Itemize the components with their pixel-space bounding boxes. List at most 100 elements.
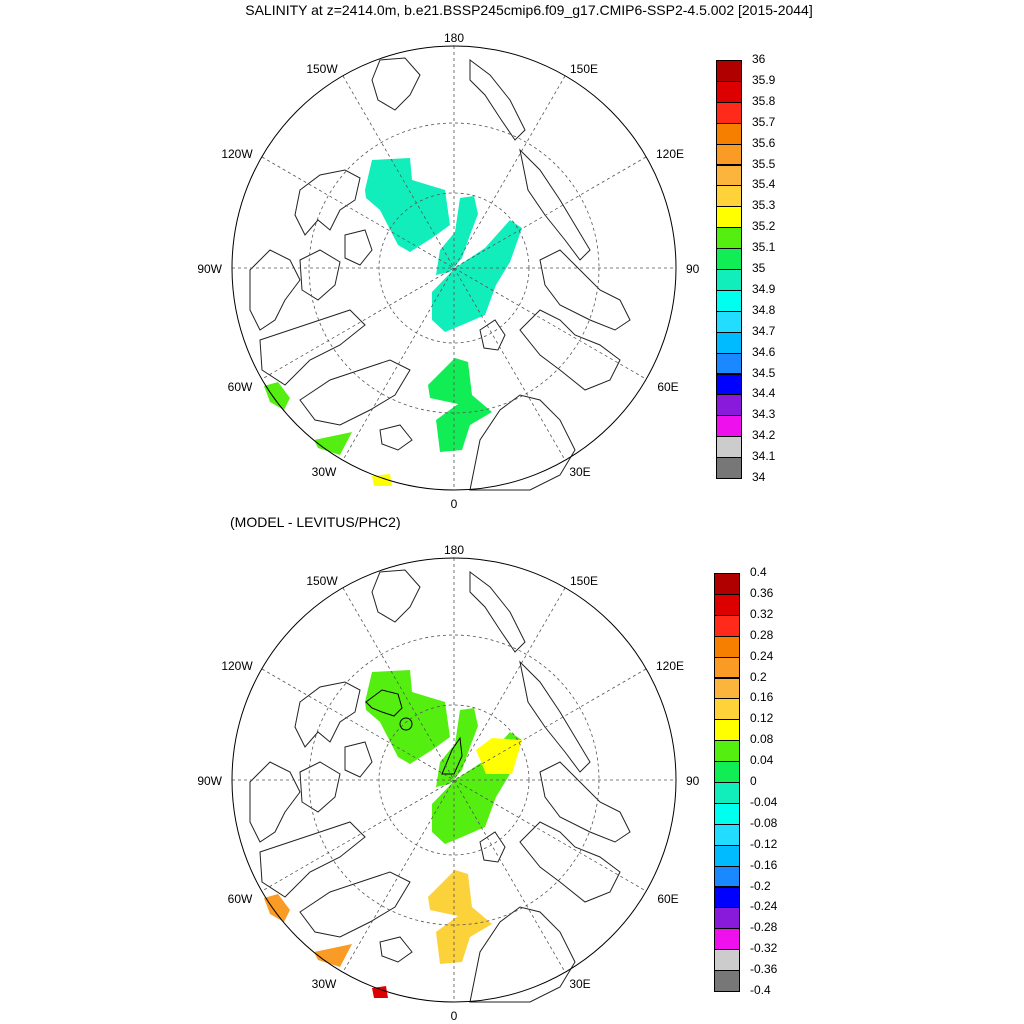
colorbar-label: 0.28 [750,627,774,642]
colorbar-label: -0.28 [750,920,778,935]
colorbar-label: 34.1 [752,449,776,464]
colorbar-label: 35.8 [752,93,776,108]
salinity-polar-map: 180 0 90W 90E 150W 150E 120W 120E 60W 60… [197,31,700,511]
colorbar-label: 35.7 [752,114,776,129]
colorbar-swatch [714,719,740,742]
colorbar-label: 34.8 [752,302,776,317]
colorbar-swatch [714,844,740,867]
field-iceland-patch [372,986,388,998]
colorbar-label: 0.24 [750,648,774,663]
colorbar-label: 0.16 [750,690,774,705]
lon-label-60e: 60E [657,892,678,906]
lon-label-180: 180 [444,543,464,557]
colorbar-swatch [716,415,742,438]
lon-label-30e: 30E [569,977,590,991]
colorbar-swatch [716,227,742,250]
colorbar-swatch [714,823,740,846]
colorbar-swatch [714,593,740,616]
colorbar-swatch [716,60,742,82]
field-canada-basin [365,158,450,252]
colorbar-swatch [716,331,742,354]
colorbar-swatch [714,970,740,992]
lon-label-60e: 60E [657,380,678,394]
colorbar-label: 0.2 [750,669,767,684]
field-nordic-seas [428,870,492,964]
field-baffin-bay [264,894,290,922]
colorbar-swatch [714,698,740,721]
lon-label-120w: 120W [221,147,253,161]
colorbar-swatch [716,248,742,270]
lon-label-90w: 90W [197,262,222,276]
colorbar-label: 34.5 [752,365,776,380]
colorbar-label: 35.1 [752,240,776,255]
graticule [232,558,676,1002]
lon-label-90e: 90E [686,262,700,276]
colorbar-swatch [714,635,740,658]
field-baffin-bay [264,382,290,410]
colorbar-swatch [714,740,740,763]
longitude-labels: 180 0 90W 90E 150W 150E 120W 120E 60W 60… [197,31,700,511]
lon-label-0: 0 [451,497,458,511]
plot-title: SALINITY at z=2414.0m, b.e21.BSSP245cmip… [245,2,813,18]
colorbar-swatch [716,164,742,187]
colorbar-label: 0 [750,774,757,788]
lon-label-90w: 90W [197,774,222,788]
colorbar-label: 34.9 [752,281,776,296]
colorbar-swatch [716,352,742,375]
colorbar-label: 0.12 [750,711,774,726]
ocean-fields [264,158,522,486]
colorbar-label: -0.04 [750,794,778,809]
colorbar-label: -0.32 [750,941,778,956]
difference-polar-map: 180 0 90W 90E 150W 150E 120W 120E 60W 60… [197,543,700,1023]
lon-label-30e: 30E [569,465,590,479]
colorbar-label: 34.2 [752,428,776,443]
field-nordic-seas [428,358,492,452]
colorbar-swatch [714,677,740,700]
colorbar-label: 35.2 [752,219,776,234]
map-boundary [231,557,677,1003]
field-north-atlantic [314,944,352,967]
colorbar-label: -0.36 [750,962,778,977]
lon-label-90e: 90E [686,774,700,788]
colorbar-label: -0.08 [750,815,778,830]
lon-label-30w: 30W [312,977,337,991]
coastlines [249,57,631,491]
colorbar-swatch [714,949,740,972]
lon-label-180: 180 [444,31,464,45]
map-boundary [231,45,677,491]
lon-label-30w: 30W [312,465,337,479]
zero-contours [365,689,463,775]
colorbar-swatch [714,907,740,930]
colorbar-swatch [714,614,740,637]
field-canada-basin [365,670,450,764]
colorbar-label: 0.4 [750,565,767,579]
difference-subtitle: (MODEL - LEVITUS/PHC2) [230,514,401,530]
lon-label-60w: 60W [228,892,253,906]
colorbar-swatch [714,928,740,951]
colorbar-swatch [714,573,740,595]
colorbar-label: 35.5 [752,156,776,171]
colorbar-swatch [716,457,742,479]
colorbar-swatch [714,886,740,909]
colorbar-label: 35.3 [752,198,776,213]
colorbar-label: 35.9 [752,72,776,87]
colorbar-swatch [714,865,740,888]
colorbar-swatch [714,782,740,804]
colorbar-label: 34 [752,470,766,484]
lon-label-150e: 150E [570,574,598,588]
colorbar-label: 35.4 [752,177,776,192]
colorbar-swatch [716,269,742,291]
graticule [232,46,676,490]
lon-label-120w: 120W [221,659,253,673]
colorbar-label: 34.4 [752,386,776,401]
longitude-labels: 180 0 90W 90E 150W 150E 120W 120E 60W 60… [197,543,700,1023]
colorbar-swatch [716,289,742,312]
colorbar-label: -0.4 [750,983,771,997]
colorbar-label: 0.08 [750,732,774,747]
lon-label-0: 0 [451,1009,458,1023]
lon-label-150w: 150W [306,574,338,588]
colorbar-label: -0.2 [750,878,771,893]
colorbar-swatch [716,373,742,396]
lon-label-60w: 60W [228,380,253,394]
colorbar-label: 34.7 [752,323,776,338]
